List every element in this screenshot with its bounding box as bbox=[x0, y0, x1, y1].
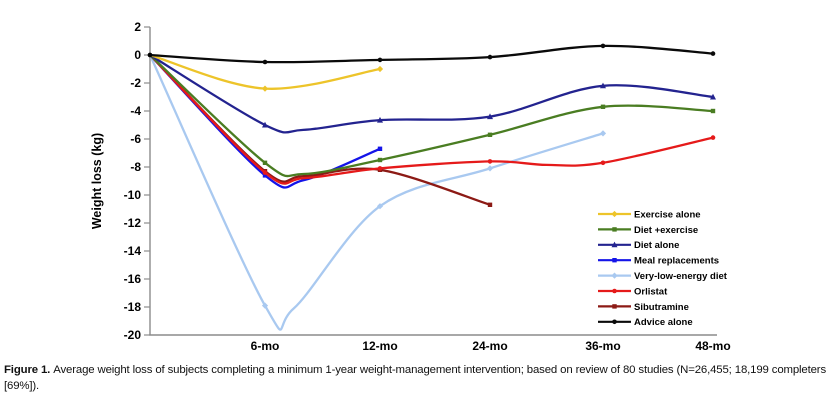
series-marker-diet-alone bbox=[487, 113, 493, 120]
legend-marker-sibutramine bbox=[612, 304, 617, 309]
series-marker-very-low-energy-diet bbox=[486, 165, 494, 172]
series-marker-diet-exercise bbox=[487, 132, 493, 137]
legend-marker-advice-alone bbox=[612, 319, 617, 325]
legend-marker-diet-exercise bbox=[612, 227, 617, 232]
series-line-diet-alone bbox=[148, 53, 715, 134]
x-tick-label: 36-mo bbox=[585, 339, 620, 353]
weight-loss-chart: 2 0 -2 -4 -6 -8 -10 -12 -14 -16 -18 -20 6-mo 12-mo 24-… bbox=[90, 20, 731, 353]
legend-label-very-low-energy-diet: Very-low-energy diet bbox=[634, 271, 728, 282]
series-marker-orlistat bbox=[487, 159, 493, 164]
x-tick-label: 24-mo bbox=[472, 339, 507, 353]
x-tick-label: 48-mo bbox=[695, 339, 730, 353]
series-marker-advice-alone bbox=[710, 51, 716, 56]
y-tick-label: -10 bbox=[124, 188, 142, 202]
series-marker-diet-alone bbox=[600, 82, 606, 89]
series-marker-diet-exercise bbox=[377, 157, 383, 163]
y-tick-label: -16 bbox=[124, 272, 142, 286]
legend-label-sibutramine: Sibutramine bbox=[634, 302, 689, 313]
figure-caption-label: Figure 1. bbox=[4, 364, 54, 376]
series-marker-meal-replacements bbox=[377, 146, 383, 151]
series-marker-very-low-energy-diet bbox=[376, 203, 384, 210]
series-marker-sibutramine bbox=[487, 202, 493, 207]
figure-caption: Figure 1. Average weight loss of subject… bbox=[0, 360, 830, 394]
series-marker-advice-alone bbox=[262, 59, 268, 65]
y-tick-label: -14 bbox=[124, 244, 142, 258]
legend-label-orlistat: Orlistat bbox=[634, 286, 668, 297]
series-marker-orlistat bbox=[262, 170, 268, 175]
x-tick-label: 12-mo bbox=[362, 339, 397, 353]
series-marker-exercise-alone bbox=[261, 85, 269, 92]
x-tick-label: 6-mo bbox=[251, 339, 280, 353]
y-tick-label: -12 bbox=[124, 216, 142, 230]
y-axis-title: Weight loss (kg) bbox=[90, 133, 104, 229]
series-marker-diet-exercise bbox=[262, 160, 268, 165]
legend-marker-very-low-energy-diet bbox=[611, 272, 618, 279]
legend-marker-exercise-alone bbox=[611, 210, 618, 218]
series-marker-diet-alone bbox=[377, 116, 383, 123]
origin-point bbox=[147, 52, 153, 58]
y-tick-label: -20 bbox=[124, 328, 142, 342]
y-tick-label: -2 bbox=[130, 76, 141, 90]
series-marker-orlistat bbox=[377, 166, 383, 171]
series-marker-exercise-alone bbox=[376, 65, 384, 73]
series-marker-diet-alone bbox=[262, 121, 268, 128]
legend-label-diet-exercise: Diet +exercise bbox=[634, 225, 698, 236]
series-line-advice-alone bbox=[148, 44, 715, 64]
y-tick-label: 0 bbox=[134, 48, 141, 62]
series-marker-diet-exercise bbox=[600, 104, 606, 109]
legend-marker-diet-alone bbox=[611, 241, 618, 248]
series-marker-advice-alone bbox=[487, 54, 493, 60]
legend-marker-orlistat bbox=[612, 288, 617, 294]
y-tick-label: -8 bbox=[130, 160, 141, 174]
series-line-very-low-energy-diet bbox=[148, 53, 605, 331]
series-marker-orlistat bbox=[600, 160, 606, 166]
y-tick-label: 2 bbox=[134, 20, 141, 34]
series-marker-advice-alone bbox=[600, 43, 606, 49]
series-marker-diet-alone bbox=[710, 93, 716, 100]
series-marker-meal-replacements bbox=[262, 173, 268, 178]
figure-caption-text: Average weight loss of subjects completi… bbox=[4, 364, 826, 392]
legend-label-meal-replacements: Meal replacements bbox=[634, 256, 719, 267]
y-tick-label: -4 bbox=[130, 104, 141, 118]
legend-label-diet-alone: Diet alone bbox=[634, 240, 679, 251]
y-tick-label: -6 bbox=[130, 132, 141, 146]
series-marker-orlistat bbox=[710, 135, 716, 140]
series-marker-diet-exercise bbox=[710, 108, 716, 114]
legend-marker-meal-replacements bbox=[612, 258, 617, 263]
legend-label-exercise-alone: Exercise alone bbox=[634, 209, 701, 220]
series-marker-very-low-energy-diet bbox=[261, 302, 269, 309]
series-marker-advice-alone bbox=[377, 57, 383, 63]
y-tick-label: -18 bbox=[124, 300, 142, 314]
series-marker-very-low-energy-diet bbox=[599, 130, 607, 137]
legend-label-advice-alone: Advice alone bbox=[634, 317, 693, 328]
